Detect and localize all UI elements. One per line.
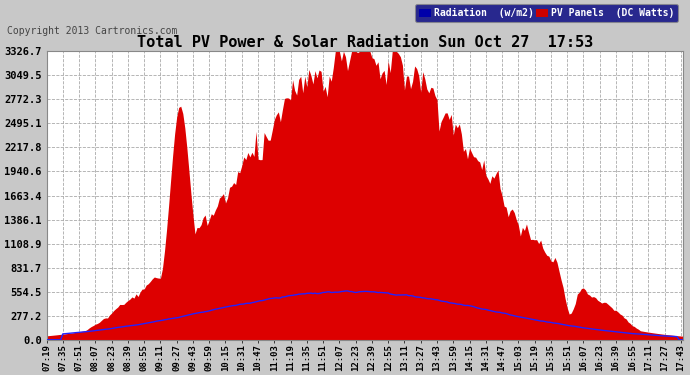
- Legend: Radiation  (w/m2), PV Panels  (DC Watts): Radiation (w/m2), PV Panels (DC Watts): [415, 4, 678, 22]
- Text: Copyright 2013 Cartronics.com: Copyright 2013 Cartronics.com: [7, 26, 177, 36]
- Title: Total PV Power & Solar Radiation Sun Oct 27  17:53: Total PV Power & Solar Radiation Sun Oct…: [137, 35, 593, 50]
